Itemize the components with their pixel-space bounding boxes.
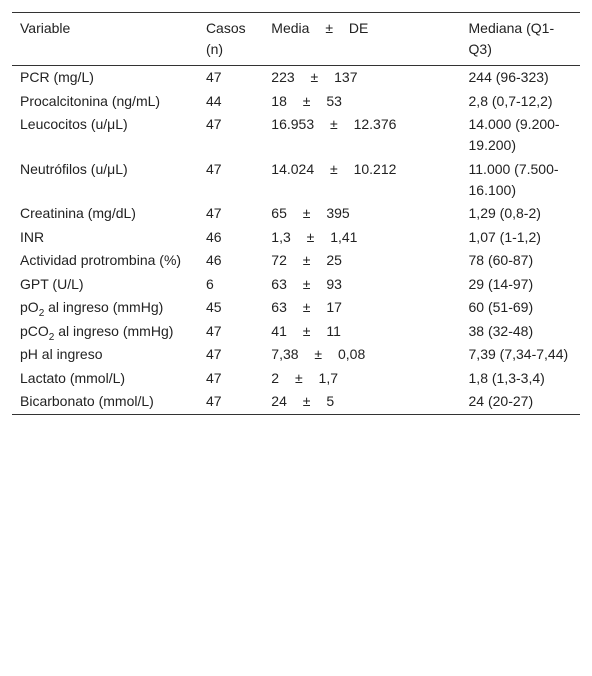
table-cell: 47 xyxy=(205,346,222,362)
table-row: INR 46 1,3 ± 1,41 1,07 (1-1,2) xyxy=(12,226,580,250)
table-row: pH al ingreso 47 7,38 ± 0,08 7,39 (7,34-7,4… xyxy=(12,343,580,367)
table-row: Creatinina (mg/dL) 47 65 ± 395 1,29 (0,8-2) xyxy=(12,202,580,226)
subscript: 2 xyxy=(48,331,55,343)
table-cell: 63 ± 93 xyxy=(271,275,342,292)
text: al ingreso (mmHg) xyxy=(54,322,174,339)
table-cell: 16.953 ± 12.376 xyxy=(271,116,397,132)
table-row: GPT (U/L) 6 63 ± 93 29 (14-97) xyxy=(12,273,580,297)
table-cell: 1,07 (1-1,2) xyxy=(468,228,541,245)
table-cell: 47 xyxy=(205,393,222,409)
table-cell: pCO2 al ingreso (mmHg) xyxy=(12,320,198,344)
table-cell: 65 ± 395 xyxy=(271,205,350,221)
table-cell: 1,29 (0,8-2) xyxy=(468,205,541,221)
table-cell: 7,38 ± 0,08 xyxy=(271,346,366,362)
table-cell: Lactato (mmol/L) xyxy=(20,369,126,386)
table-cell: Neutrófilos (u/μL) xyxy=(20,160,128,177)
table-cell: 60 (51-69) xyxy=(468,299,534,315)
table-cell: 72 ± 25 xyxy=(271,252,342,268)
table-cell: 1,8 (1,3-3,4) xyxy=(468,369,545,386)
table-cell: 46 xyxy=(205,228,222,245)
table-cell: 41 ± 11 xyxy=(271,322,341,339)
table-row: Bicarbonato (mmol/L) 47 24 ± 5 24 (20-27) xyxy=(12,390,580,414)
table-cell: Bicarbonato (mmol/L) xyxy=(20,393,154,409)
table-cell: 1,3 ± 1,41 xyxy=(271,228,358,245)
table-cell: 6 xyxy=(205,275,214,292)
table-cell: 47 xyxy=(205,205,222,221)
header-cell: Casos (n) xyxy=(205,20,246,57)
table-cell: pH al ingreso xyxy=(20,346,103,362)
table-cell: 244 (96-323) xyxy=(468,69,549,85)
table-row: Leucocitos (u/μL) 47 16.953 ± 12.376 14.000… xyxy=(12,113,580,158)
table-cell: 2 ± 1,7 xyxy=(271,369,339,386)
header-row: Variable Casos (n) Media ± DE Mediana (Q1-Q… xyxy=(12,12,580,66)
table-cell: Leucocitos (u/μL) xyxy=(20,116,128,132)
table-cell: Actividad protrombina (%) xyxy=(20,252,182,268)
table-cell: 223 ± 137 xyxy=(271,69,358,85)
header-cell: Variable xyxy=(20,20,71,36)
table-cell: 47 xyxy=(205,69,222,85)
table-cell: 46 xyxy=(205,252,222,268)
table-cell: 11.000 (7.500-16.100) xyxy=(468,160,559,198)
table-row: Actividad protrombina (%) 46 72 ± 25 78 (60… xyxy=(12,249,580,273)
table-cell: Creatinina (mg/dL) xyxy=(20,205,136,221)
table-row: pO2 al ingreso (mmHg) 45 63 ± 17 60 (51-69) xyxy=(12,296,580,320)
header-cell: Mediana (Q1-Q3) xyxy=(468,20,555,57)
table-row: PCR (mg/L) 47 223 ± 137 244 (96-323) xyxy=(12,66,580,90)
table-cell: Procalcitonina (ng/mL) xyxy=(20,92,161,109)
table-row: Lactato (mmol/L) 47 2 ± 1,7 1,8 (1,3-3,4) xyxy=(12,367,580,391)
table-cell: 2,8 (0,7-12,2) xyxy=(468,92,553,109)
table-cell: 24 ± 5 xyxy=(271,393,335,409)
table-cell: pO2 al ingreso (mmHg) xyxy=(12,296,198,320)
table-cell: 44 xyxy=(205,92,222,109)
text: al ingreso (mmHg) xyxy=(44,299,164,315)
table-row: pCO2 al ingreso (mmHg) 47 41 ± 11 38 (32-48… xyxy=(12,320,580,344)
table-cell: 14.024 ± 10.212 xyxy=(271,160,397,177)
table-cell: 47 xyxy=(205,369,222,386)
subscript: 2 xyxy=(38,307,45,319)
data-table: Variable Casos (n) Media ± DE Mediana (Q1-Q… xyxy=(12,12,580,415)
text: pO xyxy=(20,299,39,315)
table-row: Procalcitonina (ng/mL) 44 18 ± 53 2,8 (0,7-… xyxy=(12,90,580,114)
header-cell: Media ± DE xyxy=(271,20,369,36)
table-cell: GPT (U/L) xyxy=(20,275,84,292)
table-cell: 7,39 (7,34-7,44) xyxy=(468,346,569,362)
table-cell: 47 xyxy=(205,160,222,177)
table-row: Neutrófilos (u/μL) 47 14.024 ± 10.212 11.00… xyxy=(12,158,580,203)
table-cell: PCR (mg/L) xyxy=(20,69,94,85)
table-cell: 78 (60-87) xyxy=(468,252,534,268)
table-cell: 47 xyxy=(205,322,222,339)
table-cell: INR xyxy=(20,228,45,245)
table-cell: 24 (20-27) xyxy=(468,393,534,409)
table-cell: 63 ± 17 xyxy=(271,299,342,315)
table-cell: 18 ± 53 xyxy=(271,92,342,109)
table-cell: 29 (14-97) xyxy=(468,275,534,292)
table-cell: 47 xyxy=(205,116,222,132)
text: pCO xyxy=(20,322,49,339)
table-cell: 45 xyxy=(205,299,222,315)
table-cell: 14.000 (9.200-19.200) xyxy=(468,116,560,153)
table-cell: 38 (32-48) xyxy=(468,322,534,339)
